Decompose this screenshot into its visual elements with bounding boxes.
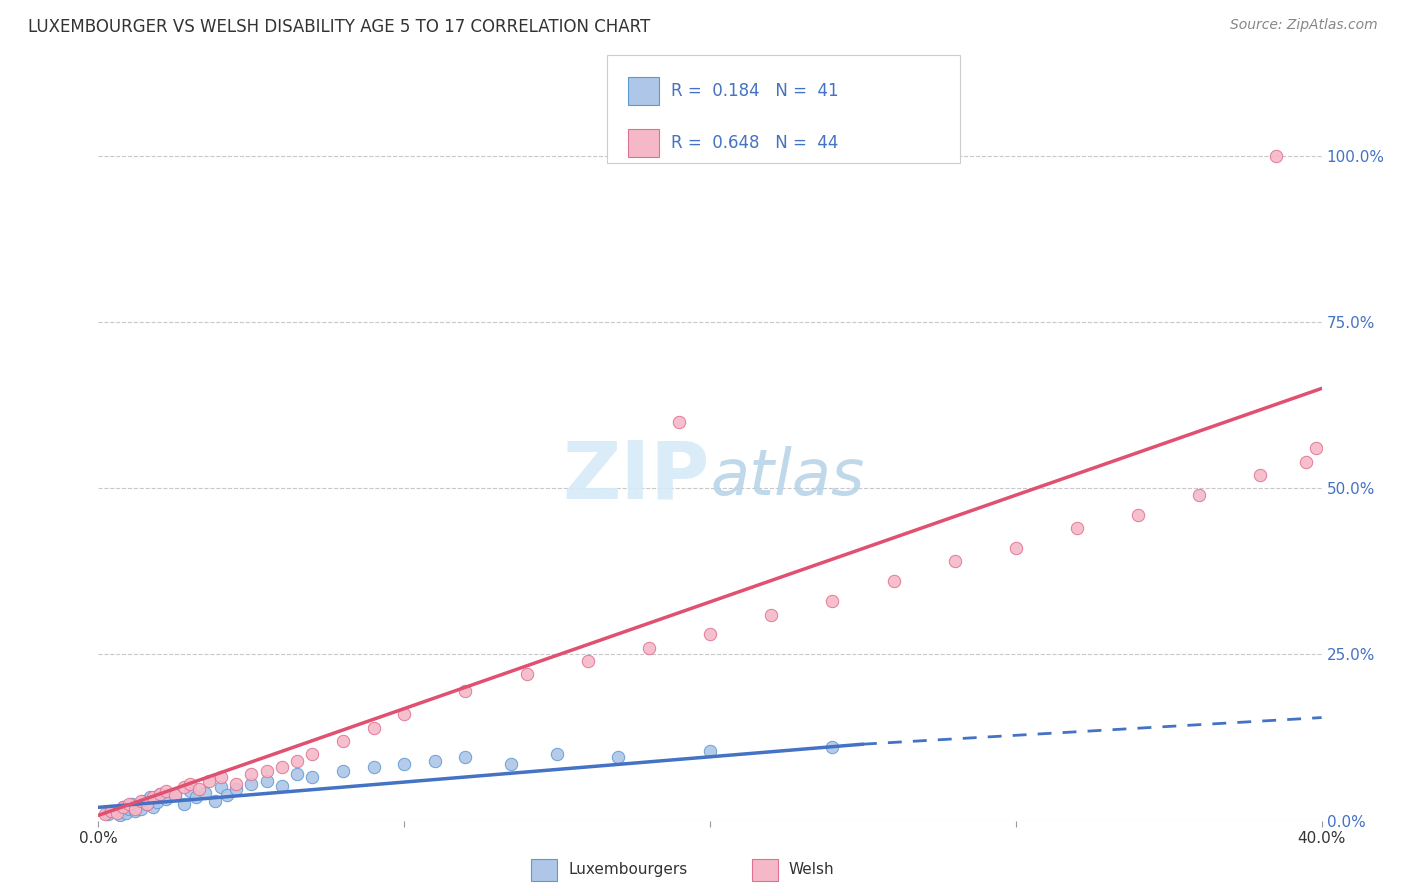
Point bbox=[145, 795, 167, 809]
Point bbox=[136, 797, 159, 811]
Point bbox=[301, 747, 323, 761]
Point bbox=[1264, 149, 1286, 163]
Point bbox=[115, 805, 138, 820]
Point bbox=[173, 780, 195, 795]
Point bbox=[105, 805, 128, 820]
Point bbox=[821, 740, 844, 755]
Point bbox=[363, 760, 385, 774]
Point bbox=[501, 757, 523, 772]
Text: ZIP: ZIP bbox=[562, 438, 710, 516]
Point bbox=[285, 754, 308, 768]
Point bbox=[97, 807, 120, 822]
Point bbox=[576, 654, 599, 668]
Point bbox=[423, 754, 446, 768]
Point bbox=[363, 721, 385, 735]
Point bbox=[1188, 488, 1211, 502]
Point bbox=[270, 779, 292, 793]
Point bbox=[129, 802, 152, 816]
Point bbox=[142, 790, 165, 805]
Point bbox=[149, 787, 172, 801]
Point bbox=[1066, 521, 1088, 535]
Point bbox=[93, 807, 115, 822]
Point bbox=[129, 794, 152, 808]
Point bbox=[301, 771, 323, 785]
Point bbox=[142, 800, 165, 814]
Point bbox=[1004, 541, 1026, 555]
Point bbox=[1128, 508, 1150, 522]
Point bbox=[699, 627, 721, 641]
Point bbox=[209, 780, 232, 795]
Point bbox=[1305, 442, 1327, 456]
Point bbox=[155, 783, 177, 797]
Point bbox=[454, 684, 477, 698]
Point bbox=[111, 800, 134, 814]
Point bbox=[134, 794, 156, 808]
Point bbox=[821, 594, 844, 608]
Point bbox=[225, 777, 247, 791]
Point bbox=[943, 554, 966, 568]
Point bbox=[136, 797, 159, 811]
Point bbox=[108, 808, 131, 822]
Point bbox=[332, 734, 354, 748]
Point bbox=[332, 764, 354, 778]
Point bbox=[759, 607, 782, 622]
Point bbox=[149, 787, 172, 801]
Point bbox=[186, 790, 208, 805]
Point bbox=[204, 794, 226, 808]
Point bbox=[699, 744, 721, 758]
Text: R =  0.648   N =  44: R = 0.648 N = 44 bbox=[671, 134, 838, 152]
Point bbox=[285, 767, 308, 781]
Point bbox=[637, 640, 661, 655]
Point bbox=[215, 789, 238, 803]
Point bbox=[1295, 454, 1317, 468]
Point bbox=[270, 760, 292, 774]
Point bbox=[240, 767, 263, 781]
Point bbox=[546, 747, 568, 761]
Point bbox=[173, 797, 195, 811]
Text: R =  0.184   N =  41: R = 0.184 N = 41 bbox=[671, 82, 838, 100]
Point bbox=[194, 786, 217, 800]
Point bbox=[454, 750, 477, 764]
Point bbox=[139, 790, 162, 805]
Point bbox=[179, 777, 201, 791]
Point bbox=[392, 757, 416, 772]
Point bbox=[118, 802, 141, 816]
Point bbox=[124, 802, 146, 816]
Point bbox=[516, 667, 538, 681]
Point bbox=[668, 415, 690, 429]
Point bbox=[127, 799, 149, 814]
Point bbox=[179, 783, 201, 797]
Point bbox=[118, 797, 141, 811]
Point bbox=[607, 750, 630, 764]
Point bbox=[111, 800, 134, 814]
Point bbox=[392, 707, 416, 722]
Point bbox=[124, 804, 146, 818]
Text: LUXEMBOURGER VS WELSH DISABILITY AGE 5 TO 17 CORRELATION CHART: LUXEMBOURGER VS WELSH DISABILITY AGE 5 T… bbox=[28, 18, 651, 36]
Point bbox=[256, 773, 278, 788]
Text: Luxembourgers: Luxembourgers bbox=[568, 863, 688, 877]
Point bbox=[121, 797, 143, 811]
Point bbox=[155, 792, 177, 806]
Point bbox=[197, 773, 219, 788]
Point bbox=[103, 804, 125, 818]
Text: atlas: atlas bbox=[710, 446, 865, 508]
Text: Welsh: Welsh bbox=[789, 863, 834, 877]
Point bbox=[209, 771, 232, 785]
Point bbox=[188, 781, 211, 796]
Point bbox=[225, 781, 247, 796]
Point bbox=[163, 789, 186, 803]
Point bbox=[1249, 467, 1271, 482]
Point bbox=[163, 789, 186, 803]
Point bbox=[883, 574, 905, 589]
Text: Source: ZipAtlas.com: Source: ZipAtlas.com bbox=[1230, 18, 1378, 32]
Point bbox=[100, 804, 122, 818]
Point bbox=[240, 777, 263, 791]
Point bbox=[256, 764, 278, 778]
